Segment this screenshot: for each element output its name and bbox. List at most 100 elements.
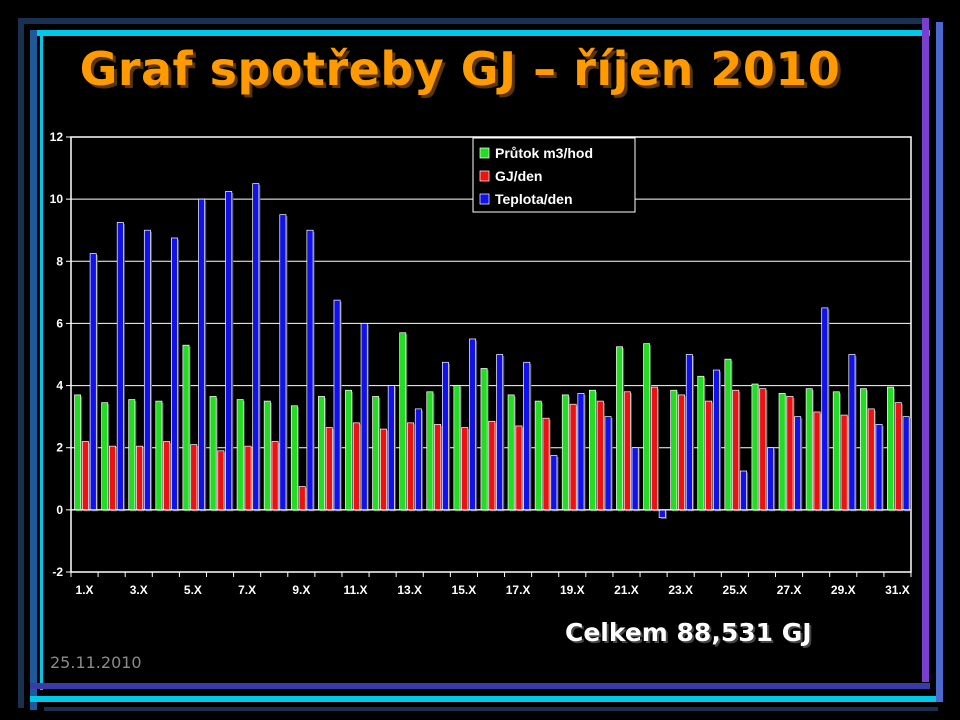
- bar: [399, 332, 407, 511]
- y-tick-label: 10: [50, 192, 64, 206]
- bar: [859, 388, 867, 511]
- bar: [136, 445, 144, 511]
- bar: [561, 394, 569, 511]
- legend-label: Teplota/den: [495, 191, 573, 207]
- x-tick-label: 21.X: [614, 583, 639, 597]
- frame-left-blue: [30, 30, 37, 710]
- bar: [867, 408, 875, 511]
- bar: [767, 447, 775, 511]
- legend-label: Průtok m3/hod: [495, 145, 593, 161]
- bar: [685, 354, 693, 511]
- bar: [352, 422, 360, 511]
- bar: [387, 385, 395, 511]
- slide-date: 25.11.2010: [50, 653, 142, 672]
- bar: [550, 455, 558, 511]
- bar: [225, 191, 233, 511]
- bar: [650, 386, 658, 511]
- bar: [670, 389, 678, 511]
- frame-left-dark: [18, 18, 24, 708]
- bar: [128, 399, 136, 511]
- bar: [488, 420, 496, 511]
- bar: [380, 428, 387, 511]
- bar: [496, 354, 504, 511]
- y-tick-label: 4: [56, 379, 63, 393]
- bar: [434, 424, 442, 511]
- x-tick-label: 11.X: [344, 583, 368, 597]
- bar: [171, 237, 178, 511]
- frame-right-blue: [936, 22, 943, 702]
- bar: [209, 396, 217, 511]
- bar: [89, 253, 97, 511]
- y-tick-label: 6: [56, 316, 63, 330]
- bar: [333, 299, 341, 511]
- bar: [523, 361, 531, 511]
- bar: [821, 307, 829, 511]
- bar: [263, 400, 271, 511]
- legend-label: GJ/den: [495, 168, 542, 184]
- bar: [480, 368, 488, 511]
- x-tick-label: 3.X: [130, 583, 148, 597]
- bar: [143, 229, 151, 511]
- bar: [279, 214, 287, 511]
- bar: [372, 396, 380, 511]
- y-tick-label: 0: [56, 503, 63, 517]
- bar: [751, 383, 759, 511]
- y-tick-label: -2: [52, 565, 63, 579]
- legend-box: [472, 137, 636, 213]
- x-tick-label: 19.X: [560, 583, 585, 597]
- legend-swatch: [479, 193, 490, 205]
- bar: [724, 358, 732, 511]
- bar: [732, 389, 740, 511]
- bar: [786, 396, 794, 511]
- bar: [252, 183, 260, 511]
- bar: [101, 402, 109, 511]
- bar: [604, 416, 612, 511]
- x-tick-label: 17.X: [506, 583, 531, 597]
- total-consumption-label: Celkem 88,531 GJ: [565, 618, 812, 647]
- frame-top-dark: [18, 18, 928, 24]
- bar: [712, 369, 720, 511]
- x-tick-label: 23.X: [668, 583, 693, 597]
- x-tick-label: 25.X: [723, 583, 748, 597]
- bar: [236, 399, 244, 511]
- bar: [163, 441, 171, 511]
- bar: [515, 425, 523, 511]
- x-tick-label: 1.X: [76, 583, 94, 597]
- frame-right-purple: [922, 18, 929, 682]
- bar: [832, 391, 840, 511]
- legend-swatch: [479, 170, 490, 182]
- bar: [190, 444, 198, 511]
- bar: [596, 400, 604, 511]
- bar: [759, 388, 767, 511]
- bar: [894, 402, 902, 511]
- bar: [453, 385, 461, 511]
- bar: [813, 411, 821, 511]
- x-tick-label: 13.X: [397, 583, 422, 597]
- x-tick-label: 15.X: [452, 583, 477, 597]
- bar: [318, 396, 325, 511]
- bar: [658, 509, 666, 518]
- x-tick-label: 31.X: [885, 583, 910, 597]
- bar: [244, 445, 252, 511]
- bar: [345, 389, 353, 511]
- bar: [306, 229, 314, 511]
- frame-top-cyan: [30, 30, 930, 36]
- bar: [217, 450, 225, 511]
- bar: [542, 417, 550, 511]
- frame-left-cyan: [40, 30, 43, 690]
- bar: [426, 391, 434, 511]
- bar: [569, 403, 577, 511]
- bar: [705, 400, 713, 511]
- bar: [887, 386, 894, 511]
- bar: [848, 354, 856, 511]
- bar: [81, 441, 89, 511]
- x-tick-label: 27.X: [777, 583, 802, 597]
- bar: [414, 408, 422, 511]
- bar: [271, 441, 279, 511]
- bar: [198, 198, 206, 511]
- frame-bottom-dark: [44, 707, 938, 711]
- y-tick-label: 2: [56, 441, 63, 455]
- bar: [875, 424, 883, 511]
- slide-title: Graf spotřeby GJ – říjen 2010: [79, 42, 841, 96]
